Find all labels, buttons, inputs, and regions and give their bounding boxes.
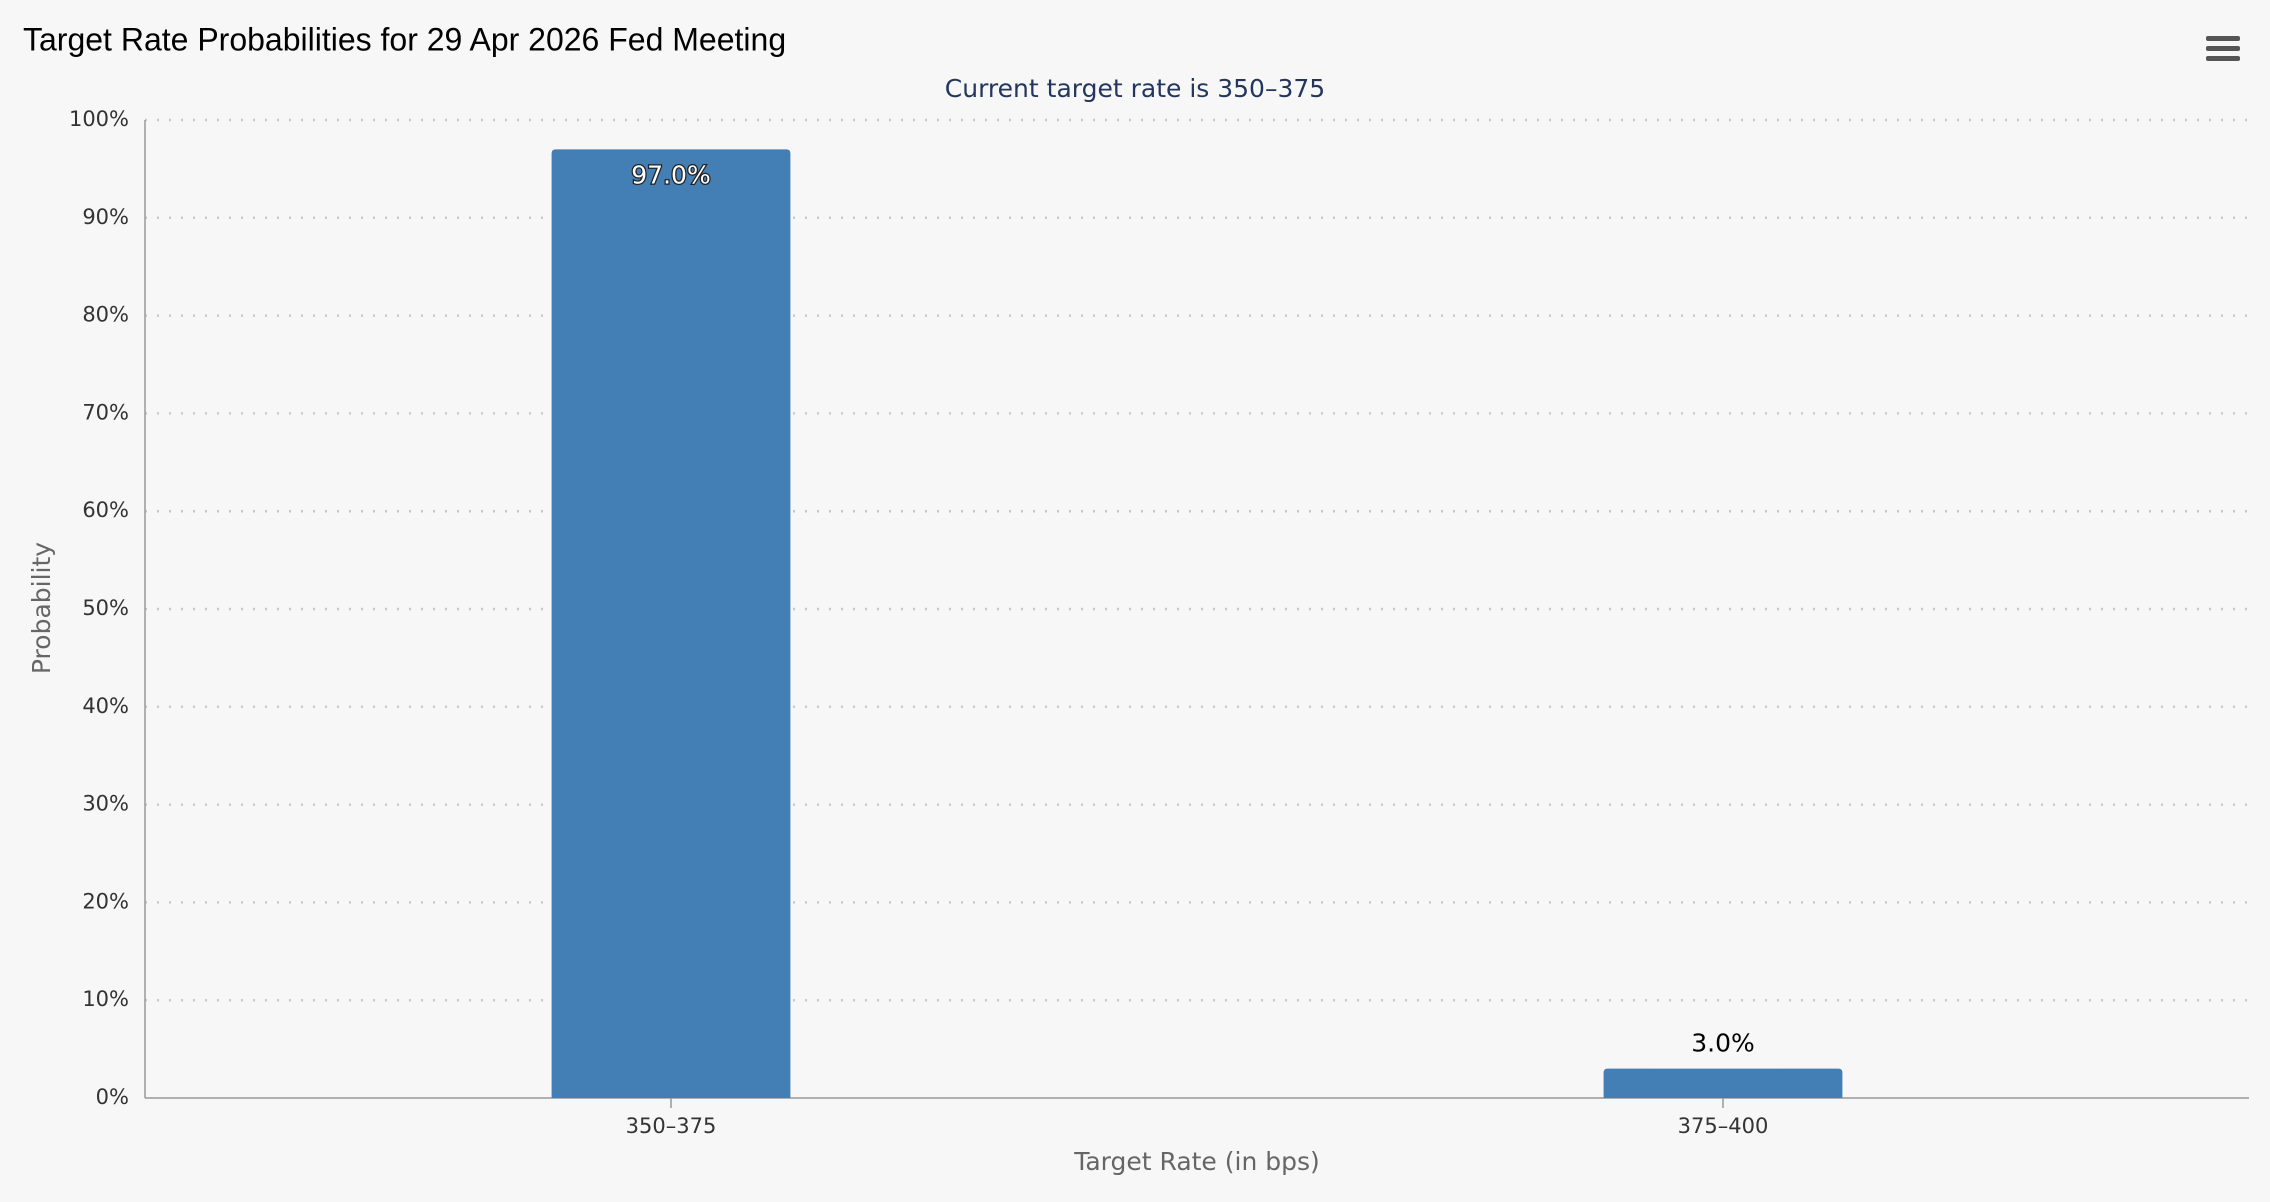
y-tick-label: 100%	[69, 107, 129, 131]
menu-bar	[2206, 36, 2240, 41]
x-tick-label: 375–400	[1678, 1114, 1769, 1138]
y-tick-label: 0%	[96, 1085, 129, 1109]
bar	[1603, 1068, 1843, 1098]
menu-bar	[2206, 46, 2240, 51]
chart-title: Target Rate Probabilities for 29 Apr 202…	[23, 21, 786, 57]
y-tick-label: 10%	[82, 987, 129, 1011]
y-tick-label: 30%	[82, 792, 129, 816]
data-label: 3.0%	[1691, 1029, 1755, 1058]
chart-subtitle: Current target rate is 350–375	[945, 74, 1325, 103]
menu-button[interactable]	[2206, 36, 2240, 61]
menu-bar	[2206, 56, 2240, 61]
y-axis-title: Probability	[27, 542, 56, 674]
y-tick-label: 80%	[82, 303, 129, 327]
y-tick-label: 90%	[82, 205, 129, 229]
y-tick-label: 50%	[82, 596, 129, 620]
x-axis-title: Target Rate (in bps)	[1073, 1147, 1320, 1176]
y-tick-label: 70%	[82, 400, 129, 424]
bar	[551, 149, 791, 1099]
x-tick-label: 350–375	[626, 1114, 717, 1138]
y-tick-label: 60%	[82, 498, 129, 522]
y-tick-label: 40%	[82, 694, 129, 718]
data-label: 97.0%	[631, 160, 710, 189]
y-tick-label: 20%	[82, 889, 129, 913]
